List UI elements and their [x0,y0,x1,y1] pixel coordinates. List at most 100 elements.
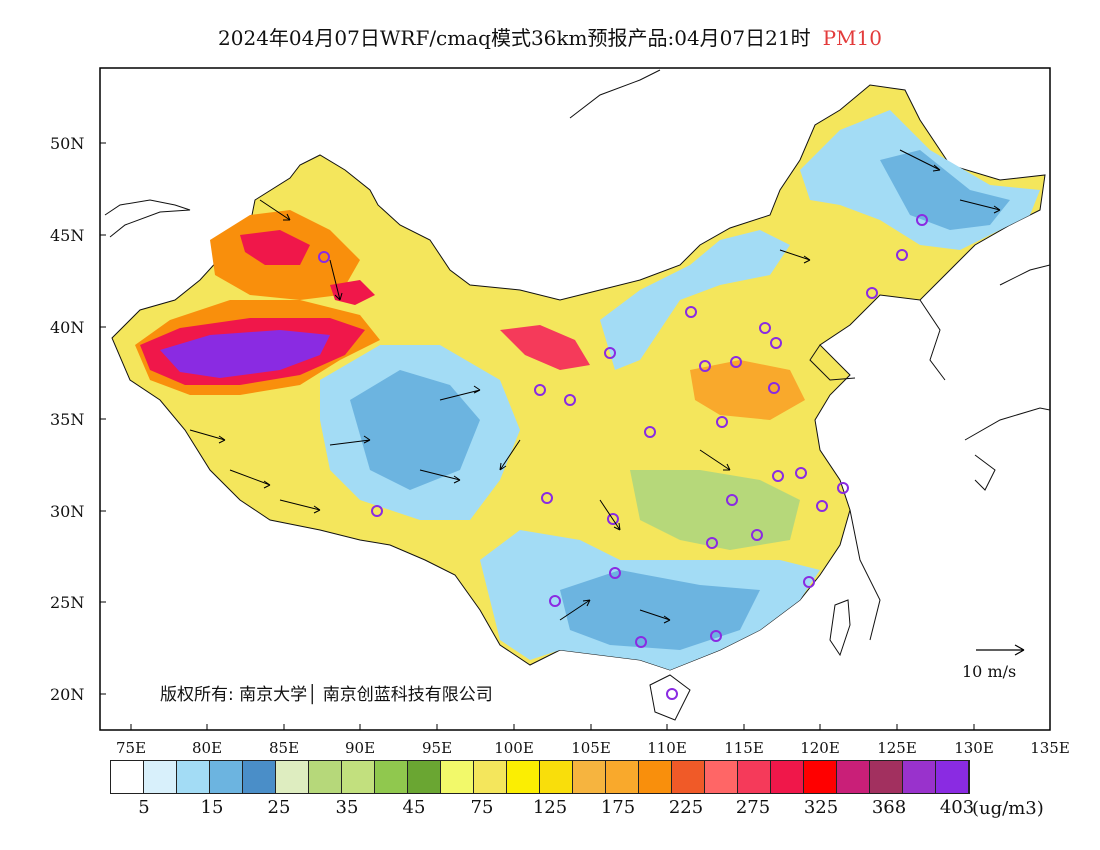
station-marker [795,467,807,479]
station-marker [549,595,561,607]
dzungaria-red [240,230,310,265]
lon-label: 115E [724,739,764,757]
station-marker [604,347,616,359]
inner-mongolia-clean [600,230,790,370]
lat-label: 50N [50,134,85,153]
lat-label: 25N [50,593,85,612]
station-marker [916,214,928,226]
copyright-text: 版权所有: 南京大学│ 南京创蓝科技有限公司 [160,685,493,705]
lon-label: 130E [954,739,994,757]
colorbar-units: (ug/m3) [972,798,1044,819]
title-main: 2024年04月07日WRF/cmaq模式36km预报产品:04月07日21时 [218,26,811,50]
station-marker [635,636,647,648]
lon-label: 135E [1030,739,1070,757]
station-marker [534,384,546,396]
station-marker [896,249,908,261]
south-clean-core [560,570,760,650]
colorbar-label: 368 [871,797,907,818]
coastlines [104,69,1050,721]
colorbar-label: 25 [267,797,291,818]
northeast-clean-core [880,150,1010,230]
wind-vectors [189,149,1001,624]
colorbar-swatch [936,761,969,793]
lat-label: 45N [50,226,85,245]
station-marker [644,426,656,438]
colorbar-label: 45 [402,797,426,818]
colorbar-swatch [210,761,243,793]
wind-reference-arrow [976,644,1025,656]
lon-label: 105E [571,739,611,757]
station-marker [716,416,728,428]
station-marker [685,306,697,318]
colorbar [110,760,970,794]
colorbar-swatch [276,761,309,793]
station-marker [772,470,784,482]
lat-label: 20N [50,685,85,704]
axis-ticks [100,142,975,730]
colorbar-swatch [177,761,210,793]
colorbar-label: 225 [668,797,704,818]
station-marker [710,630,722,642]
colorbar-swatch [573,761,606,793]
station-marker [699,360,711,372]
colorbar-label: 5 [138,797,150,818]
tibet-clean-core [350,370,480,490]
colorbar-swatch [738,761,771,793]
colorbar-swatch [639,761,672,793]
taklimakan-purple [160,330,330,378]
station-marker [609,567,621,579]
lat-label: 30N [50,502,85,521]
colorbar-swatch [804,761,837,793]
lon-label: 110E [647,739,687,757]
gansu-red [500,325,590,370]
lon-label: 100E [494,739,534,757]
wind-reference-label: 10 m/s [962,662,1017,681]
colorbar-swatch [837,761,870,793]
northwest-red-spot [330,280,375,305]
station-marker [706,537,718,549]
colorbar-swatch [606,761,639,793]
colorbar-swatch [771,761,804,793]
lon-label: 120E [800,739,840,757]
colorbar-swatch [672,761,705,793]
central-orange [690,360,805,420]
colorbar-swatch [342,761,375,793]
china-base [111,84,1046,671]
colorbar-label: 75 [470,797,494,818]
station-marker [770,337,782,349]
station-marker [837,482,849,494]
station-marker [730,356,742,368]
colorbar-swatch [375,761,408,793]
station-marker [768,382,780,394]
station-marker [751,529,763,541]
colorbar-swatch [111,761,144,793]
colorbar-swatch [540,761,573,793]
station-marker [541,492,553,504]
station-marker [666,688,678,700]
lon-label: 75E [115,739,147,757]
lon-label: 85E [268,739,300,757]
colorbar-label: 275 [735,797,771,818]
colorbar-label: 35 [335,797,359,818]
lon-label: 80E [191,739,223,757]
colorbar-label: 175 [600,797,636,818]
station-markers [318,214,928,700]
colorbar-swatch [705,761,738,793]
colorbar-swatch [474,761,507,793]
station-marker [866,287,878,299]
map-content [104,69,1050,721]
colorbar-swatch [144,761,177,793]
colorbar-label: 325 [803,797,839,818]
station-marker [759,322,771,334]
station-marker [816,500,828,512]
lon-label: 90E [344,739,376,757]
colorbar-swatch [309,761,342,793]
colorbar-label: 125 [532,797,568,818]
lon-label: 95E [421,739,453,757]
station-marker [726,494,738,506]
lat-label: 35N [50,410,85,429]
colorbar-swatch [507,761,540,793]
station-marker [803,576,815,588]
colorbar-swatch [870,761,903,793]
